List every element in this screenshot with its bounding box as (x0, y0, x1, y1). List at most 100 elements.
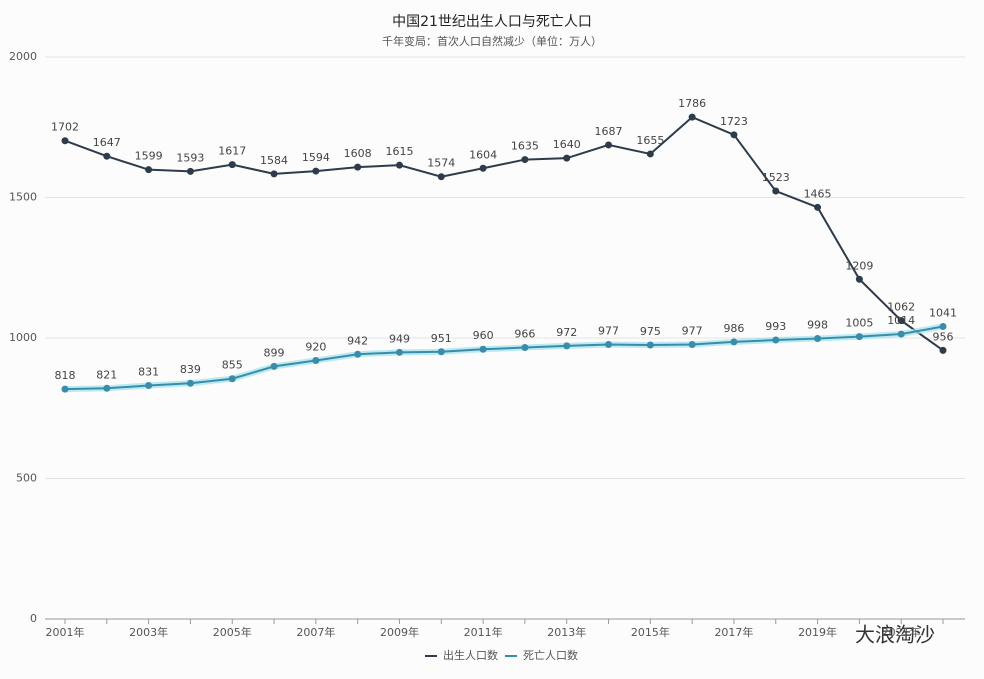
point (814, 335, 822, 343)
value-label: 1604 (469, 148, 497, 161)
point (814, 203, 822, 211)
value-label: 966 (514, 328, 535, 341)
value-label: 1617 (218, 145, 246, 158)
series-line (64, 115, 944, 352)
point (354, 350, 362, 358)
x-tick-label: 2021年 (882, 625, 921, 639)
value-label: 942 (347, 334, 368, 347)
value-label: 1523 (762, 171, 790, 184)
point (855, 333, 863, 341)
point (270, 362, 278, 370)
point (103, 384, 111, 392)
value-label: 956 (933, 330, 954, 343)
value-label: 1041 (929, 306, 957, 319)
point (855, 275, 863, 283)
point (395, 348, 403, 356)
point (605, 141, 613, 149)
point (479, 345, 487, 353)
point (61, 137, 69, 145)
point (186, 167, 194, 175)
value-label: 1608 (344, 147, 372, 160)
value-label: 949 (389, 332, 410, 345)
point (270, 170, 278, 178)
point (605, 340, 613, 348)
x-tick-label: 2017年 (714, 625, 753, 639)
value-label: 1594 (302, 151, 330, 164)
value-label: 818 (55, 369, 76, 382)
value-label: 1584 (260, 154, 288, 167)
point (312, 356, 320, 364)
point (897, 317, 905, 325)
point (186, 379, 194, 387)
point (772, 187, 780, 195)
value-label: 975 (640, 325, 661, 338)
point (437, 348, 445, 356)
point (228, 375, 236, 383)
value-label: 951 (431, 332, 452, 345)
y-tick-label: 0 (30, 612, 37, 625)
point (521, 344, 529, 352)
value-label: 1062 (887, 301, 915, 314)
value-label: 1647 (93, 136, 121, 149)
x-tick-label: 2009年 (380, 625, 419, 639)
point (437, 173, 445, 181)
value-label: 1599 (135, 150, 163, 163)
point (354, 163, 362, 171)
value-label: 977 (682, 324, 703, 337)
watermark: 大浪淘沙 (855, 623, 935, 647)
point (646, 150, 654, 158)
value-label: 1640 (553, 138, 581, 151)
point (228, 161, 236, 169)
point (688, 113, 696, 121)
point (563, 154, 571, 162)
point (103, 152, 111, 160)
x-tick-label: 2003年 (129, 625, 168, 639)
value-label: 1635 (511, 140, 539, 153)
value-label: 1465 (804, 187, 832, 200)
y-tick-label: 2000 (9, 50, 37, 63)
value-label: 1574 (427, 157, 455, 170)
value-label: 1786 (678, 97, 706, 110)
chart-title: 中国21世纪出生人口与死亡人口 (392, 14, 592, 30)
value-label: 1005 (845, 317, 873, 330)
value-label: 831 (138, 365, 159, 378)
value-label: 972 (556, 326, 577, 339)
point (145, 381, 153, 389)
value-label: 839 (180, 363, 201, 376)
point (772, 336, 780, 344)
x-tick-label: 2011年 (464, 625, 503, 639)
value-label: 1209 (845, 259, 873, 272)
point (730, 131, 738, 139)
series-line (64, 325, 944, 391)
value-label: 1702 (51, 121, 79, 134)
value-label: 1615 (385, 145, 413, 158)
point (395, 161, 403, 169)
x-tick-label: 2007年 (296, 625, 335, 639)
value-label: 1655 (636, 134, 664, 147)
x-tick-label: 2001年 (46, 625, 85, 639)
y-tick-label: 1000 (9, 331, 37, 344)
value-label: 1014 (887, 314, 915, 327)
point (312, 167, 320, 175)
point (145, 166, 153, 174)
point (897, 330, 905, 338)
chart-subtitle: 千年变局：首次人口自然减少（单位：万人） (382, 34, 602, 48)
x-tick-label: 2005年 (213, 625, 252, 639)
x-tick-label: 2015年 (631, 625, 670, 639)
y-tick-label: 1500 (9, 191, 37, 204)
value-label: 998 (807, 319, 828, 332)
legend-label: 出生人口数 (443, 648, 498, 662)
point (688, 340, 696, 348)
point (730, 338, 738, 346)
value-label: 1723 (720, 115, 748, 128)
point (646, 341, 654, 349)
value-label: 986 (723, 322, 744, 335)
value-label: 977 (598, 324, 619, 337)
value-label: 993 (765, 320, 786, 333)
value-label: 1687 (595, 125, 623, 138)
value-label: 920 (305, 340, 326, 353)
value-label: 960 (473, 329, 494, 342)
point (479, 164, 487, 172)
y-tick-label: 500 (16, 472, 37, 485)
point (61, 385, 69, 393)
